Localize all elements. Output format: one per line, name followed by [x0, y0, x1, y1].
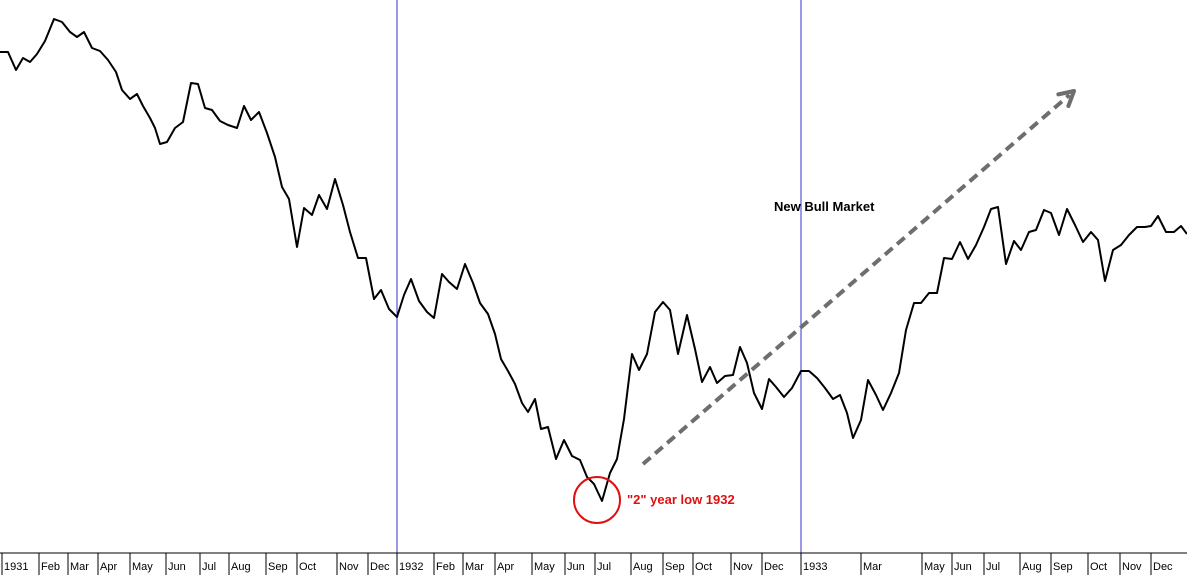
low-marker-circle: [573, 476, 621, 524]
x-tick-label: 1931: [4, 561, 28, 573]
x-tick-label: Jun: [567, 561, 585, 573]
x-tick-label: Jul: [986, 561, 1000, 573]
x-tick-label: Dec: [764, 561, 784, 573]
series-group: [0, 18, 1187, 502]
x-tick-label: Mar: [863, 561, 882, 573]
x-tick-label: Jun: [954, 561, 972, 573]
trend-arrow-head: [1056, 89, 1076, 108]
x-tick-label: Oct: [695, 561, 712, 573]
x-tick-label: Nov: [339, 561, 359, 573]
x-tick-label: Apr: [100, 561, 117, 573]
x-tick-label: Aug: [633, 561, 653, 573]
x-tick-label: Jun: [168, 561, 186, 573]
trend-arrow: [641, 89, 1076, 466]
x-tick-label: Nov: [1122, 561, 1142, 573]
x-tick-label: May: [534, 561, 555, 573]
x-tick-label: Nov: [733, 561, 753, 573]
x-tick-label: Sep: [1053, 561, 1073, 573]
x-tick-label: Apr: [497, 561, 514, 573]
x-tick-label: Sep: [665, 561, 685, 573]
x-axis: 1931 Feb Mar Apr May Jun Jul Aug Sep Oct Nov Dec 193…: [0, 552, 1187, 575]
x-tick-label: 1933: [803, 561, 827, 573]
year-dividers: [396, 0, 802, 553]
x-tick-label: Mar: [70, 561, 89, 573]
x-tick-label: May: [132, 561, 153, 573]
low-marker: [573, 476, 621, 524]
x-tick-label: Dec: [1153, 561, 1173, 573]
x-tick-label: Mar: [465, 561, 484, 573]
trend-arrow-shaft: [641, 93, 1071, 466]
x-tick-label: Feb: [41, 561, 60, 573]
x-tick-label: Aug: [1022, 561, 1042, 573]
x-tick-label: Oct: [299, 561, 316, 573]
annotations: New Bull Market "2" year low 1932: [627, 199, 875, 507]
x-tick-label: May: [924, 561, 945, 573]
price-line: [0, 18, 1187, 502]
x-tick-label: Sep: [268, 561, 288, 573]
annotation-two-year-low: "2" year low 1932: [627, 492, 735, 507]
annotation-new-bull-market: New Bull Market: [774, 199, 875, 214]
x-tick-label: Jul: [597, 561, 611, 573]
x-tick-label: Aug: [231, 561, 251, 573]
x-tick-label: Oct: [1090, 561, 1107, 573]
x-tick-label: Jul: [202, 561, 216, 573]
x-tick-label: Dec: [370, 561, 390, 573]
x-tick-label: Feb: [436, 561, 455, 573]
x-tick-label: 1932: [399, 561, 423, 573]
